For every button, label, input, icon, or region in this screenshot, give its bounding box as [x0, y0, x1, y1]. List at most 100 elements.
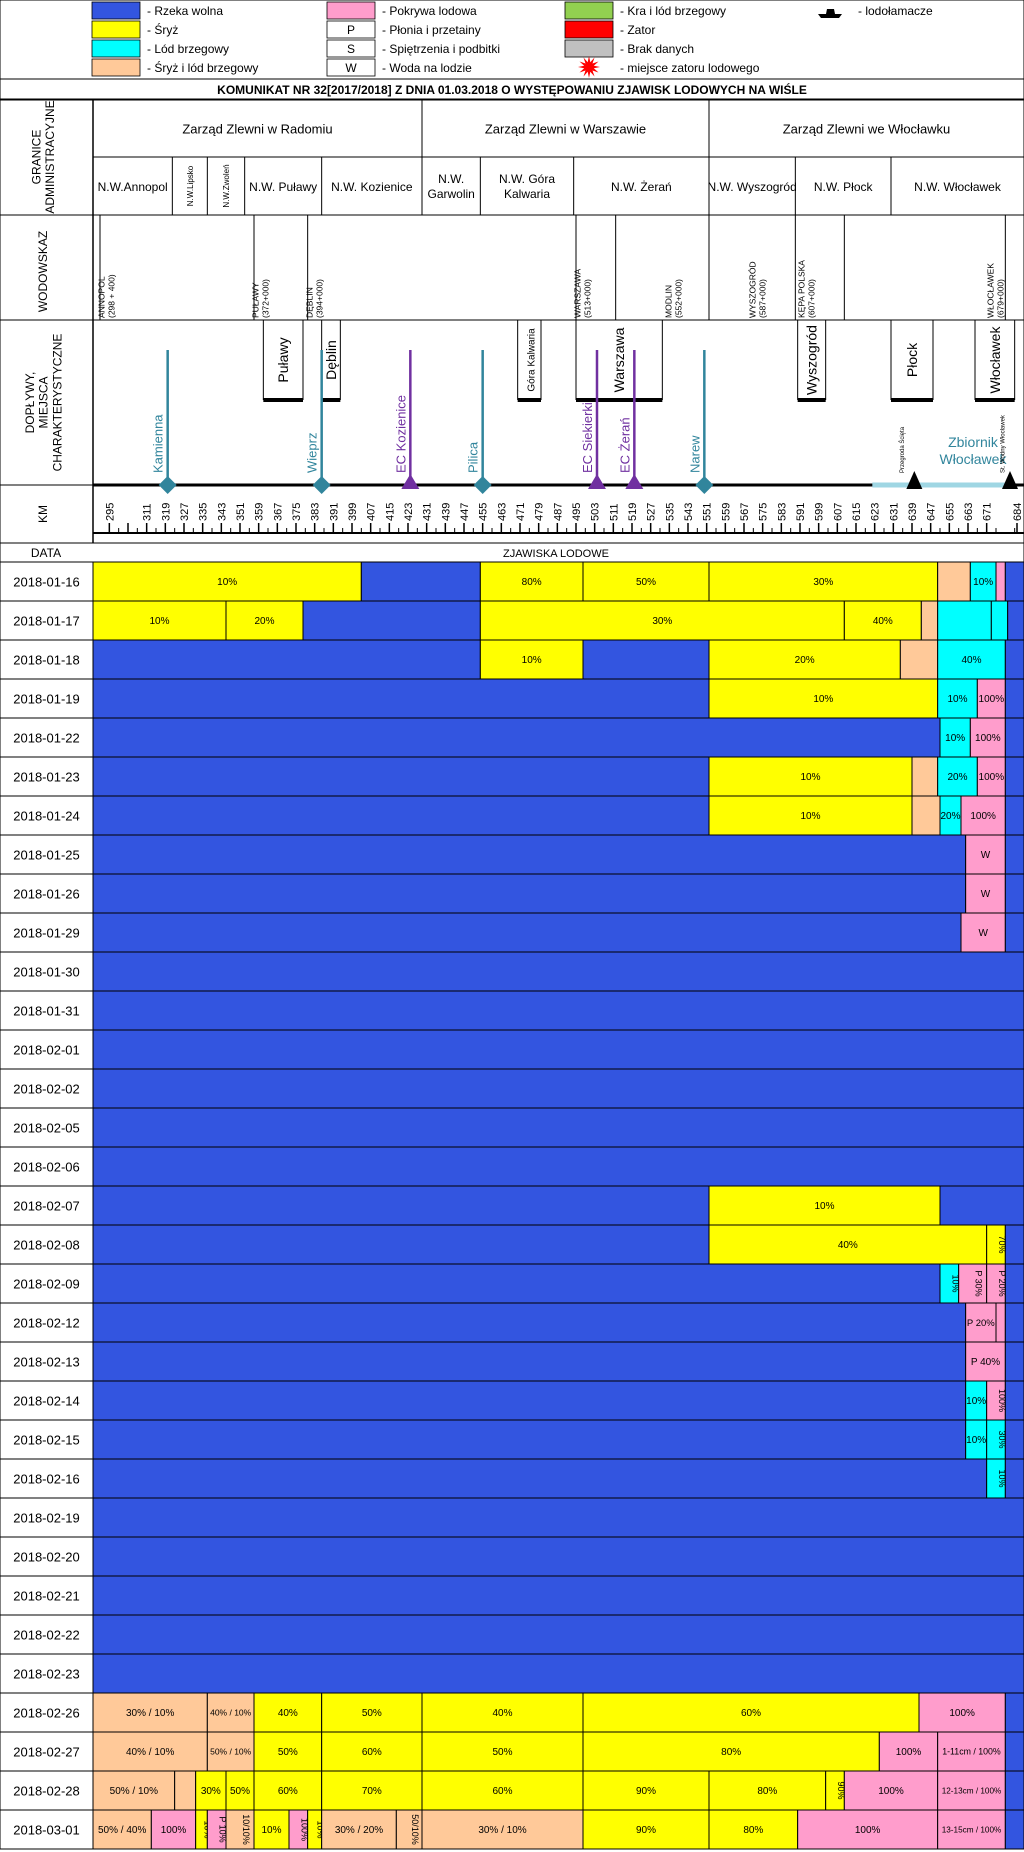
segment-label: 10% — [522, 655, 542, 666]
date-label: 2018-02-27 — [13, 1745, 80, 1760]
legend-item: S - Spiętrzenia i podbitki — [326, 39, 500, 58]
date-cell — [0, 639, 94, 680]
table-row: 2018-01-18 10% 20% 40% — [0, 639, 1024, 680]
km-label: 295 — [104, 503, 116, 521]
legend-item: - Pokrywa lodowa — [326, 1, 477, 20]
ice-segment — [92, 1731, 208, 1772]
legend-item: - Lód brzegowy — [91, 39, 229, 58]
ice-segment — [92, 1653, 1024, 1694]
ice-segment — [92, 717, 941, 758]
legend-item: - Brak danych — [564, 39, 694, 58]
km-label: 684 — [1012, 503, 1024, 521]
segment-label: 10/10% — [241, 1814, 251, 1845]
segment-label: 30% — [813, 577, 833, 588]
ice-segment — [1007, 600, 1024, 641]
legend-swatch — [326, 39, 376, 58]
date-cell — [0, 951, 94, 992]
ice-segment — [708, 1185, 941, 1226]
gauge-label: WARSZAWA(513+000) — [573, 269, 593, 318]
ice-segment — [1004, 639, 1024, 680]
legend-label: - Zator — [620, 23, 655, 37]
ice-segment — [1004, 1380, 1024, 1421]
ice-segment — [92, 912, 962, 953]
segment-label: 80% — [721, 1747, 741, 1758]
ice-phenomena-table: 2018-01-16 10% 80% 50% 30% 10%2018-01-17 10% 20… — [0, 542, 1024, 1850]
segment-label: 50% — [636, 577, 656, 588]
unit-name: N.W. Kozienice — [331, 180, 413, 194]
date-label: 2018-02-05 — [13, 1121, 80, 1136]
table-row: 2018-01-29 W — [0, 912, 1024, 953]
legend-label: - Brak danych — [620, 42, 694, 56]
ice-segment — [253, 1809, 290, 1850]
ice-segment — [911, 795, 941, 836]
km-label: 559 — [720, 503, 732, 521]
town-box: Płock — [890, 320, 934, 402]
ice-segment — [92, 600, 227, 641]
ice-segment — [150, 1809, 197, 1850]
unit-name: N.W. Płock — [814, 180, 874, 194]
date-label: 2018-02-01 — [13, 1043, 80, 1058]
date-cell — [0, 1653, 94, 1694]
ice-segment — [92, 1497, 1024, 1538]
ice-segment — [708, 1224, 988, 1265]
legend-swatch — [564, 1, 614, 20]
km-label: 471 — [515, 503, 527, 521]
ice-segment — [302, 600, 481, 641]
tributary: EC Kozienice — [393, 350, 420, 489]
outlet-triangle-icon — [588, 474, 606, 489]
icebreaker-icon — [818, 9, 842, 18]
table-row: 2018-02-01 — [0, 1029, 1024, 1070]
km-label: 399 — [347, 503, 359, 521]
segment-label: 100% — [979, 694, 1005, 705]
segment-label: 40% — [838, 1240, 858, 1251]
km-label: 359 — [254, 503, 266, 521]
ice-segment — [92, 873, 967, 914]
town-name: Góra Kalwaria — [526, 328, 537, 392]
gauge-label: DĘBLIN(394+000) — [304, 279, 324, 318]
ice-segment — [1004, 1458, 1024, 1499]
km-label: 527 — [646, 503, 658, 521]
legend-label: - Lód brzegowy — [147, 42, 229, 56]
date-label: 2018-01-16 — [13, 575, 80, 590]
segment-label: W — [981, 850, 991, 861]
legend-label: - Woda na lodzie — [382, 61, 472, 75]
ice-segment — [1004, 873, 1024, 914]
date-label: 2018-01-23 — [13, 770, 80, 785]
ice-segment — [911, 756, 939, 797]
date-label: 2018-01-30 — [13, 965, 80, 980]
date-label: 2018-02-13 — [13, 1355, 80, 1370]
gauges: ANNOPOL(298 + 400) PUŁAWY(372+000) DĘBLIN(… — [97, 215, 1006, 320]
table-row: 2018-01-19 10% 10% 100% — [0, 678, 1024, 719]
segment-label: 40% / 10% — [210, 1707, 252, 1717]
ice-segment — [937, 1731, 1006, 1772]
km-label: 543 — [683, 503, 695, 521]
date-cell — [0, 1068, 94, 1109]
segment-label: 40% — [961, 655, 981, 666]
segment-label: 70% — [362, 1786, 382, 1797]
date-cell — [0, 1770, 94, 1811]
km-label: 487 — [552, 503, 564, 521]
tributary: Kamienna — [151, 350, 177, 494]
board-name: Zarząd Zlewni w Warszawie — [485, 122, 646, 137]
table-row: 2018-01-23 10% 20% 100% — [0, 756, 1024, 797]
date-label: 2018-02-26 — [13, 1706, 80, 1721]
ice-segment — [920, 600, 939, 641]
date-label: 2018-02-15 — [13, 1433, 80, 1448]
segment-label: 50% — [492, 1747, 512, 1758]
segment-label: 80% — [522, 577, 542, 588]
legend-swatch-code: S — [347, 42, 355, 56]
ice-segment — [937, 600, 992, 641]
ice-segment — [421, 1770, 584, 1811]
tributary: EC Siekierki — [580, 350, 606, 489]
ice-segment — [92, 561, 362, 602]
ice-segment — [92, 678, 710, 719]
tributary-diamond-icon — [158, 476, 177, 494]
km-label: 591 — [795, 503, 807, 521]
segment-label: 100% — [855, 1825, 881, 1836]
ice-segment — [797, 1809, 939, 1850]
ice-segment — [321, 1770, 423, 1811]
ice-segment — [421, 1731, 584, 1772]
ice-segment — [1004, 1224, 1024, 1265]
km-label: 319 — [160, 503, 172, 521]
gauge-label: WYSZOGRÓD(587+000) — [748, 261, 768, 318]
